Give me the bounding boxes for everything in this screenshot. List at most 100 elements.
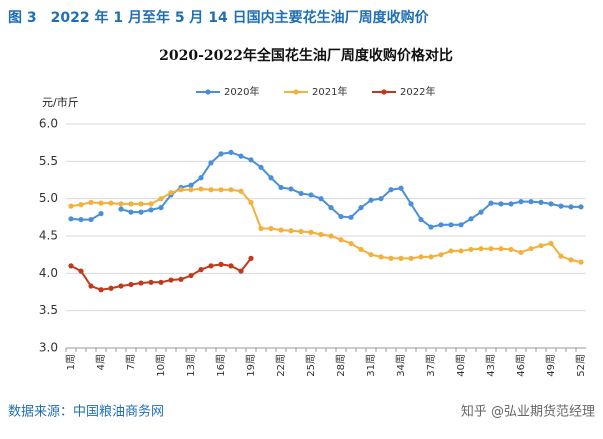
data-point (118, 283, 124, 289)
data-point (528, 199, 534, 205)
data-point (108, 200, 114, 206)
data-point (558, 253, 564, 259)
data-point (78, 202, 84, 208)
chart-title: 2020-2022年全国花生油厂周度收购价格对比 (159, 47, 453, 64)
series-line (70, 257, 252, 291)
data-point (88, 283, 94, 289)
data-point (248, 157, 254, 163)
data-point (88, 216, 94, 223)
data-point (318, 196, 324, 202)
data-point (228, 263, 234, 269)
data-point (498, 201, 504, 207)
x-tick-label: 22周 (275, 354, 287, 377)
data-point (148, 279, 154, 285)
data-point (228, 149, 234, 155)
data-point (128, 281, 134, 288)
x-tick-label: 31周 (365, 354, 377, 377)
data-point (418, 254, 424, 260)
data-point (538, 199, 544, 205)
x-tick-label: 13周 (185, 354, 197, 377)
data-point (68, 216, 74, 222)
legend-marker (293, 89, 299, 95)
data-point (68, 203, 74, 209)
series-line (70, 187, 582, 264)
source: 数据来源：中国粮油商务网 (8, 404, 164, 420)
data-point (288, 228, 294, 234)
data-point (448, 248, 454, 254)
data-point (98, 211, 104, 217)
data-point (278, 227, 284, 233)
data-point (198, 186, 204, 192)
series-line (70, 151, 581, 229)
data-point (358, 205, 364, 211)
data-point (508, 246, 514, 253)
data-point (118, 201, 124, 207)
data-point (368, 197, 374, 203)
data-point (88, 199, 94, 205)
data-point (478, 246, 484, 252)
data-point (338, 213, 344, 220)
legend-marker (381, 89, 387, 95)
data-point (308, 229, 314, 235)
x-tick-label: 37周 (425, 354, 437, 377)
data-point (98, 200, 104, 206)
header-title: 图 3 2022 年 1 月至年 5 月 14 日国内主要花生油厂周度收购价 (8, 9, 430, 26)
y-tick-label: 5.0 (39, 191, 58, 205)
data-point (388, 255, 394, 261)
data-point (548, 240, 554, 247)
data-point (508, 201, 514, 207)
data-point (328, 233, 334, 239)
data-point (108, 285, 114, 291)
data-point (188, 272, 194, 279)
data-point (238, 153, 244, 159)
data-point (268, 175, 274, 181)
x-tick-label: 40周 (455, 354, 467, 377)
data-point (478, 209, 484, 215)
data-point (178, 187, 184, 193)
data-point (188, 187, 194, 193)
y-tick-label: 3.5 (39, 303, 58, 317)
x-tick-label: 28周 (335, 354, 347, 377)
data-point (378, 254, 384, 260)
data-point (498, 246, 504, 252)
data-point (348, 214, 354, 220)
data-point (328, 205, 334, 211)
data-point (318, 231, 324, 238)
data-point (488, 200, 494, 206)
data-point (208, 160, 214, 166)
data-point (308, 192, 314, 198)
data-point (128, 201, 134, 207)
data-point (78, 268, 84, 274)
x-tick-label: 1周 (65, 354, 77, 370)
legend-marker (205, 89, 211, 95)
watermark: 知乎 @弘业期货范经理 (461, 404, 595, 420)
data-point (538, 243, 544, 249)
y-tick-label: 6.0 (39, 117, 58, 131)
data-point (438, 252, 444, 258)
y-tick-label: 5.5 (39, 154, 58, 168)
x-tick-label: 10周 (155, 354, 167, 377)
data-point (168, 190, 174, 196)
data-point (398, 185, 404, 191)
data-point (268, 225, 274, 232)
data-point (248, 199, 254, 205)
data-point (438, 222, 444, 228)
data-point (578, 259, 584, 265)
data-point (448, 222, 454, 228)
data-point (138, 280, 144, 286)
data-point (218, 187, 224, 193)
data-point (168, 277, 174, 283)
data-point (408, 201, 414, 207)
y-tick-label: 3.0 (39, 341, 58, 355)
data-point (458, 248, 464, 254)
data-point (428, 224, 434, 230)
data-point (288, 186, 294, 192)
y-tick-label: 4.5 (39, 229, 58, 243)
legend-label: 2020年 (224, 85, 259, 98)
data-point (298, 228, 304, 235)
data-point (578, 204, 584, 210)
data-point (388, 187, 394, 193)
data-point (348, 240, 354, 247)
data-point (518, 249, 524, 256)
